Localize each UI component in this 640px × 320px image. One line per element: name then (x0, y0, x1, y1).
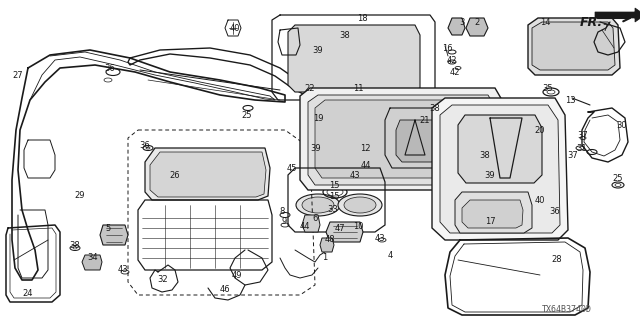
Text: 43: 43 (118, 266, 128, 275)
Polygon shape (150, 152, 266, 197)
Text: 34: 34 (88, 253, 99, 262)
Text: 10: 10 (353, 221, 364, 230)
Text: 42: 42 (450, 68, 460, 76)
Text: 13: 13 (564, 95, 575, 105)
Polygon shape (396, 120, 438, 162)
Text: 39: 39 (484, 171, 495, 180)
Text: 7: 7 (602, 23, 608, 33)
Text: 26: 26 (170, 171, 180, 180)
Text: 14: 14 (540, 18, 550, 27)
Text: 49: 49 (232, 270, 243, 279)
Polygon shape (595, 8, 640, 22)
Polygon shape (100, 225, 128, 245)
Circle shape (362, 50, 402, 70)
Polygon shape (532, 22, 615, 70)
Text: 22: 22 (305, 84, 316, 92)
Text: 15: 15 (329, 191, 339, 201)
Polygon shape (302, 215, 320, 232)
Text: 31: 31 (577, 143, 588, 153)
Text: 21: 21 (420, 116, 430, 124)
Text: 43: 43 (374, 234, 385, 243)
Text: 25: 25 (612, 173, 623, 182)
Text: 27: 27 (13, 70, 23, 79)
Polygon shape (145, 148, 270, 200)
Text: 8: 8 (279, 207, 285, 217)
Text: 42: 42 (447, 55, 457, 65)
Text: TX64B3740D: TX64B3740D (542, 306, 592, 315)
Text: 9: 9 (282, 218, 287, 227)
Text: 44: 44 (361, 161, 371, 170)
Polygon shape (466, 18, 488, 36)
Text: 40: 40 (535, 196, 545, 204)
Text: 29: 29 (75, 190, 85, 199)
Circle shape (296, 194, 340, 216)
Circle shape (302, 197, 334, 213)
Text: 16: 16 (442, 44, 452, 52)
Text: 25: 25 (242, 110, 252, 119)
Circle shape (310, 50, 350, 70)
Polygon shape (288, 25, 420, 92)
Text: 18: 18 (356, 13, 367, 22)
Text: 3: 3 (460, 18, 465, 27)
Text: 38: 38 (479, 150, 490, 159)
Text: 36: 36 (550, 207, 561, 217)
Circle shape (338, 194, 382, 216)
Text: 38: 38 (70, 241, 81, 250)
Text: 24: 24 (23, 289, 33, 298)
Text: 46: 46 (220, 285, 230, 294)
Text: 5: 5 (106, 223, 111, 233)
Text: 17: 17 (484, 218, 495, 227)
Text: FR.: FR. (580, 15, 603, 28)
Text: 36: 36 (104, 63, 115, 73)
Text: 37: 37 (578, 131, 588, 140)
Text: 4: 4 (387, 251, 392, 260)
Text: 1: 1 (323, 253, 328, 262)
Text: 40: 40 (230, 23, 240, 33)
Text: 47: 47 (335, 223, 346, 233)
Text: 43: 43 (349, 171, 360, 180)
Polygon shape (448, 18, 465, 35)
Circle shape (344, 197, 376, 213)
Text: 44: 44 (300, 221, 310, 230)
Text: 39: 39 (313, 45, 323, 54)
Text: 38: 38 (340, 30, 350, 39)
Text: 33: 33 (328, 205, 339, 214)
Polygon shape (440, 105, 560, 233)
Text: 37: 37 (568, 150, 579, 159)
Text: 38: 38 (429, 103, 440, 113)
Polygon shape (528, 18, 620, 75)
Polygon shape (432, 98, 568, 240)
Text: 35: 35 (543, 84, 554, 92)
Text: 15: 15 (329, 180, 339, 189)
Polygon shape (455, 192, 532, 233)
Text: 32: 32 (157, 276, 168, 284)
Text: 39: 39 (310, 143, 321, 153)
Text: 20: 20 (535, 125, 545, 134)
Polygon shape (82, 255, 102, 270)
Polygon shape (300, 88, 508, 190)
Polygon shape (308, 95, 500, 185)
Polygon shape (315, 100, 488, 178)
Text: 2: 2 (474, 18, 479, 27)
Text: 45: 45 (287, 164, 297, 172)
Polygon shape (462, 200, 523, 228)
Text: 30: 30 (617, 121, 627, 130)
Polygon shape (320, 238, 334, 252)
Text: 6: 6 (312, 213, 317, 222)
Text: 11: 11 (353, 84, 364, 92)
Text: 36: 36 (140, 140, 150, 149)
Text: 28: 28 (552, 255, 563, 265)
Text: 12: 12 (360, 143, 371, 153)
Polygon shape (458, 115, 542, 183)
Text: 48: 48 (324, 236, 335, 244)
Text: 19: 19 (313, 114, 323, 123)
Polygon shape (326, 222, 363, 242)
